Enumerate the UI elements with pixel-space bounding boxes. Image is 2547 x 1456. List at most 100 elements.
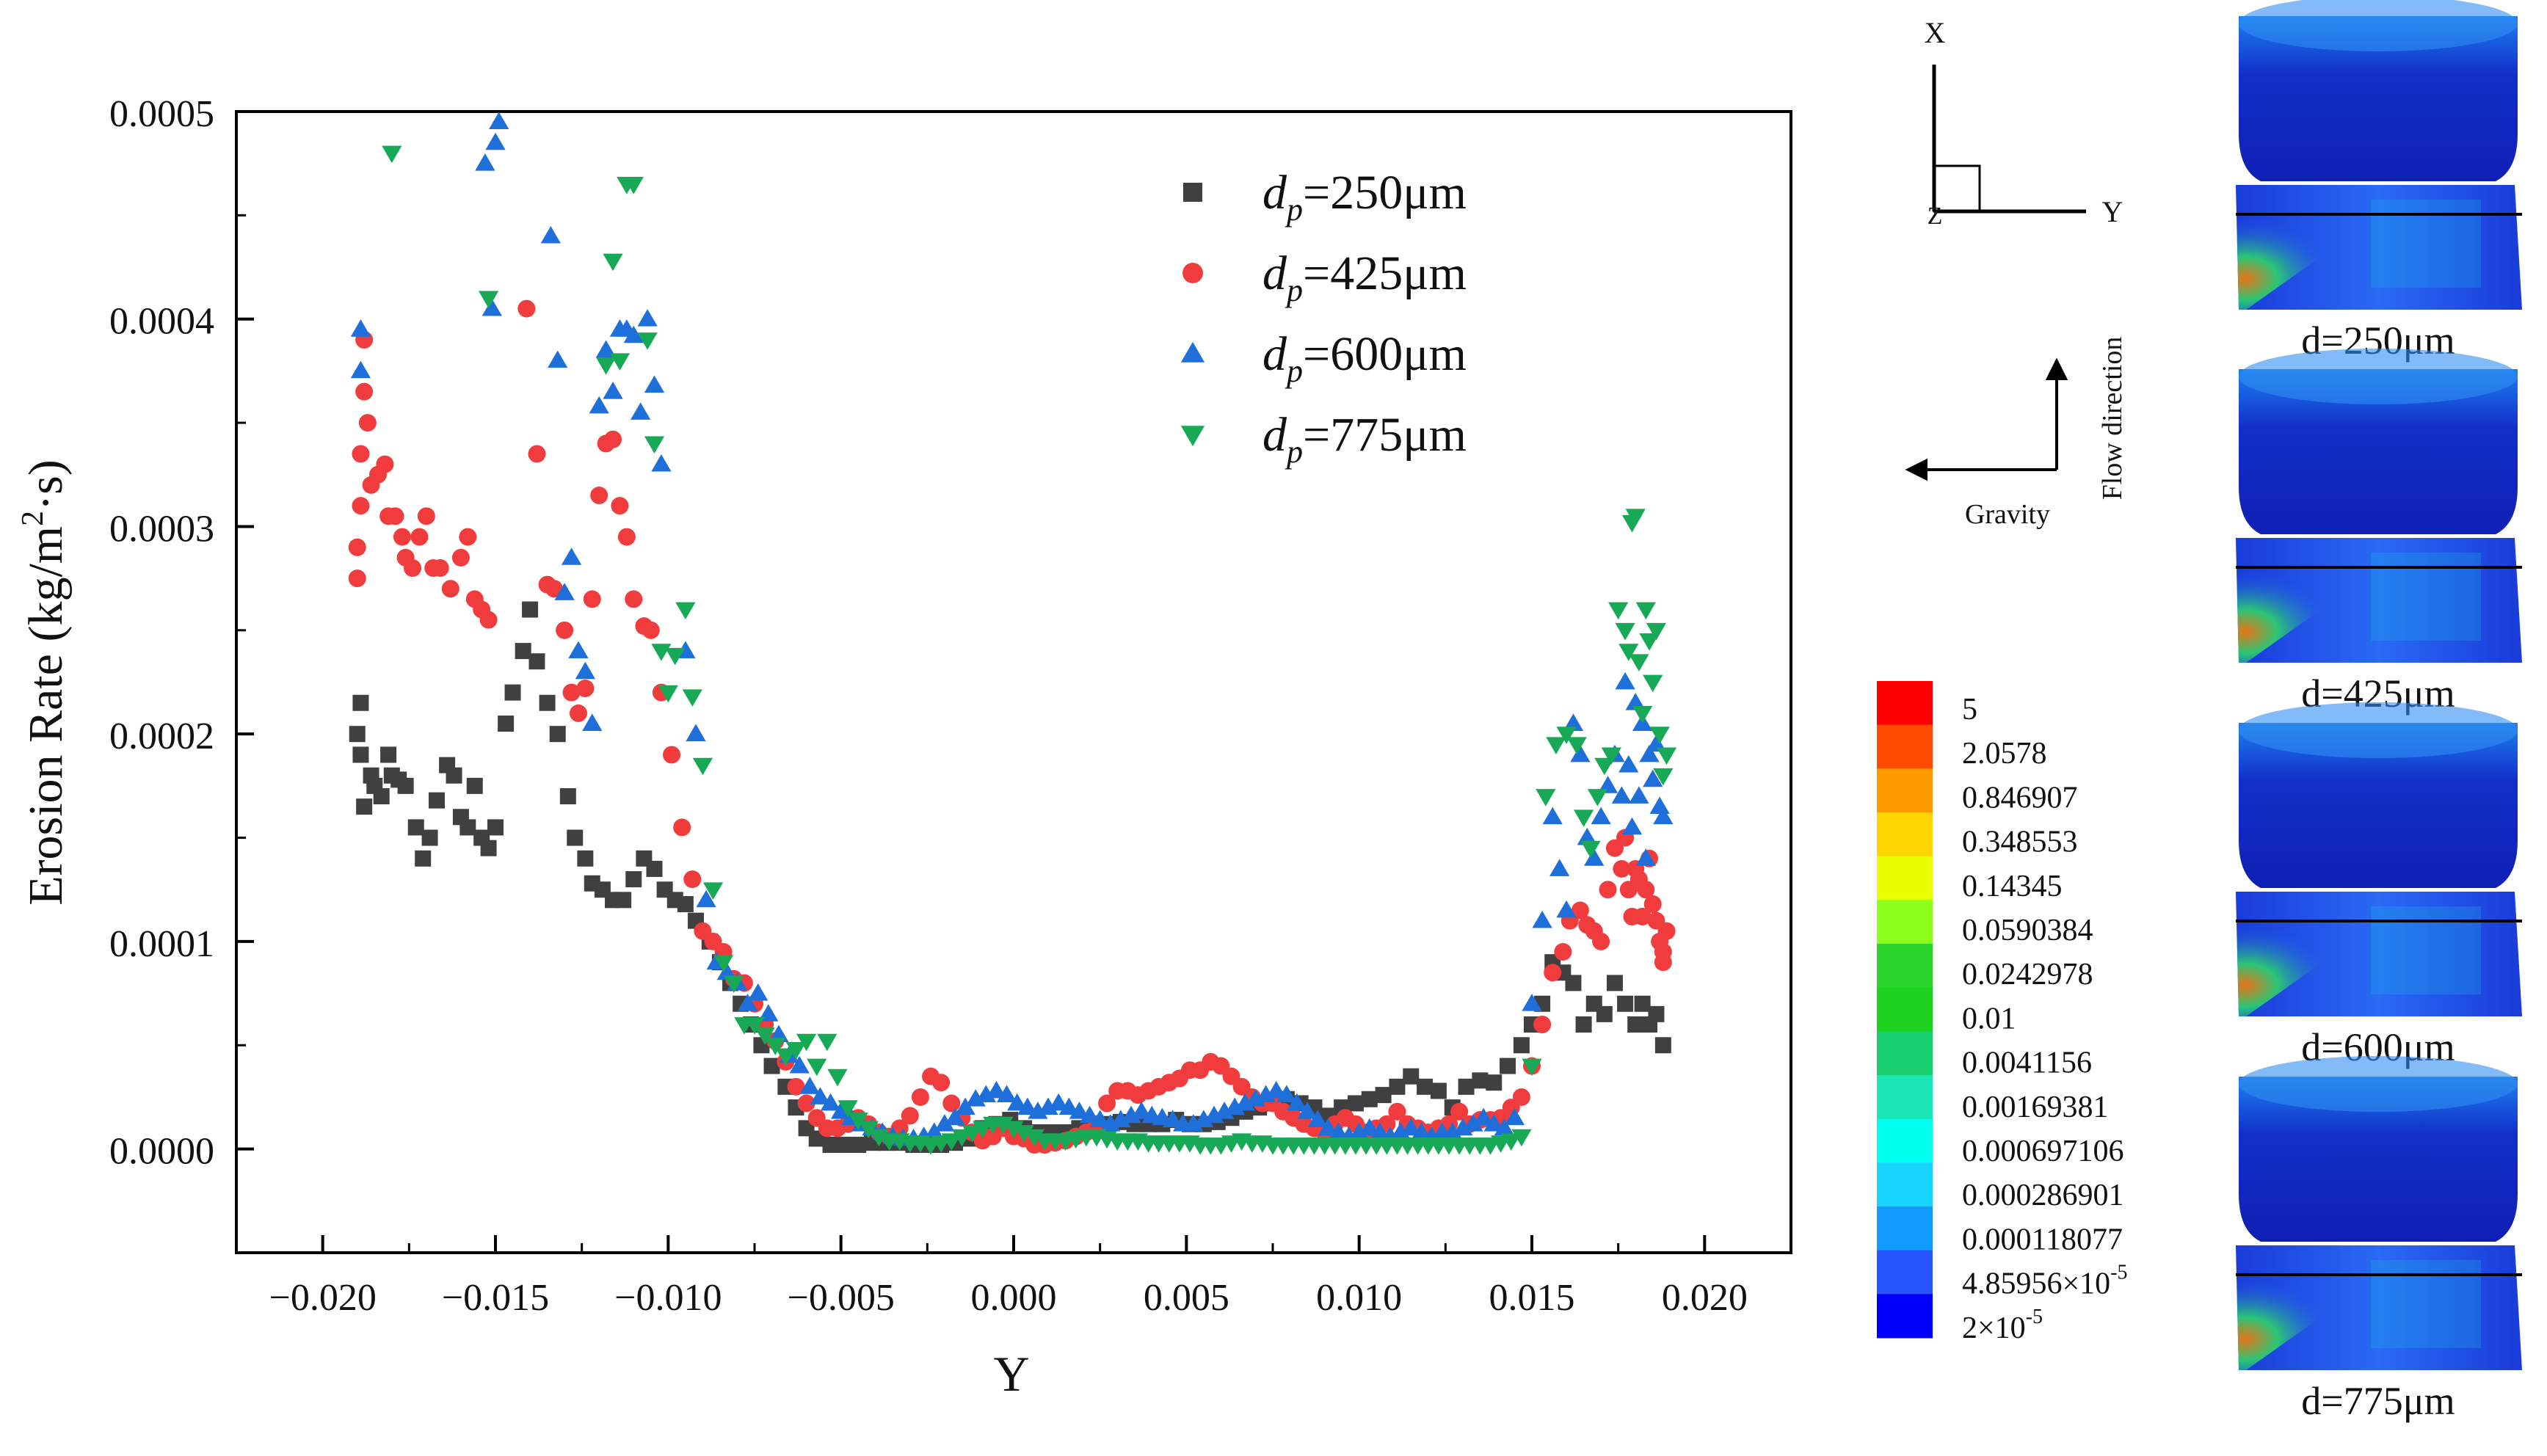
data-point	[459, 819, 476, 836]
y-axis-label-main: Erosion Rate (kg/m	[19, 526, 73, 906]
data-point	[515, 643, 531, 660]
data-point	[1388, 1102, 1406, 1121]
x-tick-label: 0.015	[1489, 1277, 1575, 1319]
contour-caption: d=775μm	[2301, 1379, 2455, 1423]
data-point	[827, 1069, 848, 1087]
data-point	[352, 445, 370, 463]
data-point	[568, 641, 589, 658]
data-point	[1486, 1074, 1503, 1091]
x-axis: −0.020 −0.015 −0.010 −0.005 0.000 0.005 0.010 0…	[269, 1235, 1748, 1319]
data-point	[1359, 1118, 1380, 1136]
data-point	[380, 746, 397, 763]
data-point	[595, 340, 617, 358]
legend-sub: p	[1285, 192, 1303, 228]
data-point	[348, 538, 366, 556]
data-point	[561, 547, 582, 565]
data-point	[562, 683, 581, 702]
data-point	[417, 507, 435, 525]
legend-marker	[1182, 263, 1203, 283]
data-point	[589, 396, 609, 414]
x-tick-label: 0.020	[1662, 1277, 1748, 1319]
data-point	[901, 1107, 919, 1125]
data-point	[1483, 1114, 1504, 1132]
data-point	[1591, 807, 1611, 825]
series-triangle-up	[350, 112, 1674, 1146]
data-point	[1597, 776, 1618, 793]
data-point	[924, 1122, 945, 1140]
colorbar-label: 0.348553	[1962, 826, 2078, 859]
flow-direction-label: Flow direction	[2097, 337, 2128, 500]
data-point	[808, 1130, 825, 1147]
contour-cap	[2239, 369, 2518, 534]
data-point	[1400, 1118, 1421, 1136]
plot-frame	[235, 110, 1792, 1254]
data-point	[595, 357, 617, 375]
data-point	[1606, 975, 1623, 991]
data-point	[350, 319, 371, 337]
data-point	[1656, 747, 1677, 765]
data-point	[517, 299, 536, 318]
colorbar-label: 0.000697106	[1962, 1135, 2124, 1168]
y-tick-label: 0.0000	[109, 1131, 214, 1173]
contour-cap-highlight	[2239, 702, 2518, 758]
data-point	[724, 975, 744, 994]
data-point	[1639, 633, 1660, 651]
data-point	[1635, 848, 1656, 866]
data-point	[1618, 644, 1639, 661]
data-point	[1287, 1093, 1307, 1111]
data-point	[1542, 807, 1563, 825]
legend-label: dp=600μm	[1262, 327, 1467, 389]
data-point	[822, 1136, 839, 1153]
data-point	[582, 713, 603, 731]
data-point	[911, 1088, 929, 1106]
contour-hotspot	[2236, 538, 2422, 663]
contour-panel: d=425μm	[2236, 349, 2522, 716]
data-point	[583, 590, 601, 608]
data-point	[1079, 1105, 1100, 1124]
contour-hotspot	[2236, 1245, 2422, 1370]
data-point	[1058, 1097, 1079, 1115]
data-point	[1417, 1078, 1434, 1095]
y-tick-label: 0.0005	[109, 93, 214, 135]
data-point	[556, 621, 574, 639]
colorbar-segment	[1877, 812, 1933, 857]
data-point	[1584, 848, 1605, 866]
data-point	[475, 153, 495, 171]
contour-cap	[2239, 723, 2518, 888]
data-point	[1556, 900, 1577, 918]
legend-label: dp=775μm	[1262, 408, 1467, 470]
data-point	[1629, 786, 1649, 804]
data-point	[1613, 859, 1631, 878]
data-point	[1639, 744, 1660, 762]
data-point	[415, 850, 432, 867]
data-point	[1654, 953, 1672, 972]
data-point	[1653, 807, 1674, 825]
data-point	[1556, 727, 1577, 744]
data-point	[358, 414, 377, 432]
data-point	[1632, 706, 1653, 724]
data-point	[769, 1024, 789, 1043]
colorbar: 5 2.0578 0.846907 0.348553 0.14345 0.0590384 0…	[1877, 681, 2128, 1345]
data-point	[554, 583, 575, 600]
data-point	[1646, 734, 1667, 752]
data-point	[1566, 737, 1587, 754]
data-point	[1618, 754, 1639, 773]
axes-icon	[1932, 65, 2086, 214]
x-tick-label: 0.010	[1316, 1277, 1402, 1319]
data-point	[986, 1080, 1007, 1099]
data-point	[603, 253, 623, 272]
data-point	[625, 871, 642, 888]
data-point	[836, 1136, 853, 1153]
data-point	[810, 1087, 831, 1104]
data-point	[1536, 789, 1556, 807]
data-point	[466, 777, 483, 794]
data-point	[479, 611, 498, 629]
data-point	[1297, 1102, 1318, 1119]
data-point	[1318, 1118, 1338, 1136]
data-point	[1307, 1110, 1328, 1127]
data-point	[1533, 1016, 1552, 1033]
x-tick-label: 0.000	[971, 1277, 1057, 1319]
legend-d: d	[1262, 408, 1287, 462]
data-point	[540, 225, 561, 244]
data-point	[796, 1033, 817, 1052]
